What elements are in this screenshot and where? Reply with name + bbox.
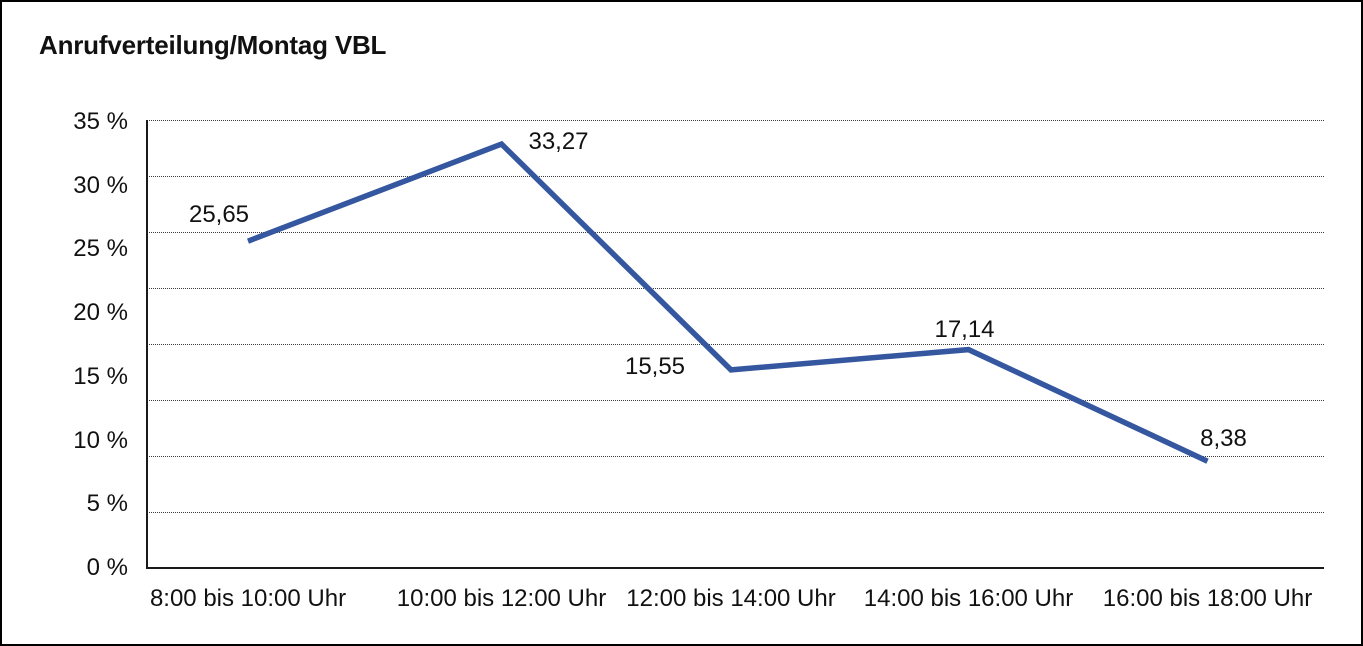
chart-title: Anrufverteilung/Montag VBL bbox=[39, 30, 387, 60]
gridline bbox=[146, 344, 1324, 345]
gridline bbox=[146, 400, 1324, 401]
series-line bbox=[247, 140, 1209, 464]
y-tick-label: 25 % bbox=[73, 235, 128, 263]
x-tick-label: 16:00 bis 18:00 Uhr bbox=[1102, 585, 1313, 612]
gridline bbox=[146, 456, 1324, 457]
x-tick-label: 8:00 bis 10:00 Uhr bbox=[149, 585, 347, 612]
gridline bbox=[146, 288, 1324, 289]
gridline bbox=[146, 232, 1324, 233]
y-tick-label: 30 % bbox=[73, 171, 128, 199]
y-tick-label: 15 % bbox=[73, 362, 128, 390]
y-axis-line bbox=[146, 120, 148, 568]
data-point-label: 17,14 bbox=[934, 315, 995, 343]
x-tick-label: 14:00 bis 16:00 Uhr bbox=[863, 585, 1074, 612]
y-tick-label: 20 % bbox=[73, 299, 128, 327]
y-tick-label: 35 % bbox=[73, 108, 128, 135]
gridline bbox=[146, 512, 1324, 513]
y-tick-label: 0 % bbox=[86, 554, 128, 581]
data-point-label: 33,27 bbox=[528, 128, 589, 156]
x-tick-label: 12:00 bis 14:00 Uhr bbox=[626, 585, 836, 612]
x-axis-line bbox=[146, 567, 1324, 569]
y-tick-label: 5 % bbox=[86, 490, 128, 518]
data-point-label: 8,38 bbox=[1200, 425, 1247, 453]
data-point-label: 25,65 bbox=[188, 201, 250, 229]
data-point-label: 15,55 bbox=[624, 352, 686, 380]
x-tick-label: 10:00 bis 12:00 Uhr bbox=[396, 585, 607, 612]
gridline bbox=[146, 176, 1324, 177]
gridline bbox=[146, 120, 1324, 121]
y-tick-label: 10 % bbox=[73, 426, 128, 454]
